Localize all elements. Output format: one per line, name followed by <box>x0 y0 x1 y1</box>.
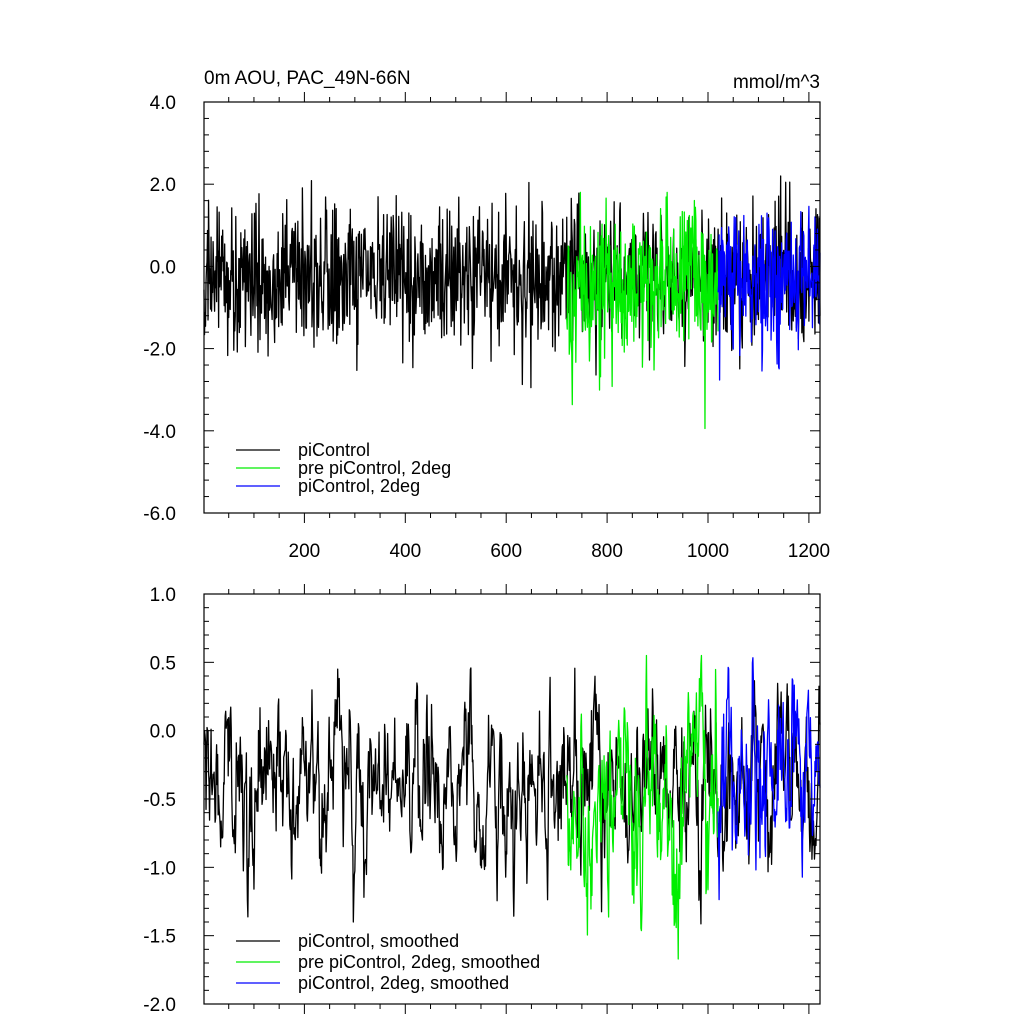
top-panel-units: mmol/m^3 <box>733 72 820 93</box>
legend-label: piControl, 2deg, smoothed <box>298 973 509 993</box>
y-tick-label: -6.0 <box>143 504 176 525</box>
x-tick-label: 800 <box>591 541 623 562</box>
bottom-tick-layer: -2.0 -1.5 -1.0 -0.5 0.0 0.5 1.0 <box>143 584 820 1016</box>
top-panel: 0m AOU, PAC_49N-66N mmol/m^3 -6.0 -4.0 -2.… <box>143 68 830 562</box>
top-plot-frame <box>203 101 821 514</box>
series-line-pre-picontrol-2deg <box>566 191 719 430</box>
series-line-picontrol-2deg-smoothed <box>717 657 821 901</box>
y-tick-label: -2.0 <box>143 995 176 1016</box>
legend-label: piControl <box>298 440 370 460</box>
y-tick-label: 2.0 <box>150 175 176 196</box>
bottom-series-layer <box>203 654 821 960</box>
top-tick-layer: -6.0 -4.0 -2.0 0.0 2.0 4.0 200 400 600 800 1000 120… <box>143 92 830 562</box>
legend-label: piControl, 2deg <box>298 476 420 496</box>
y-tick-label: -1.0 <box>143 858 176 879</box>
legend-label: piControl, smoothed <box>298 931 459 951</box>
x-tick-label: 600 <box>490 541 522 562</box>
y-tick-label: -1.5 <box>143 927 176 948</box>
x-tick-label: 400 <box>389 541 421 562</box>
y-tick-label: 0.0 <box>150 257 176 278</box>
bottom-panel: -2.0 -1.5 -1.0 -0.5 0.0 0.5 1.0 piControl, smo… <box>143 584 821 1016</box>
series-line-pre-picontrol-2deg-smoothed <box>566 654 719 960</box>
y-tick-label: -0.5 <box>143 790 176 811</box>
y-tick-label: -4.0 <box>143 422 176 443</box>
x-tick-label: 1200 <box>788 541 830 562</box>
y-tick-label: 4.0 <box>150 93 176 114</box>
top-panel-title: 0m AOU, PAC_49N-66N <box>204 68 411 89</box>
legend-label: pre piControl, 2deg <box>298 458 451 478</box>
legend-label: pre piControl, 2deg, smoothed <box>298 952 540 972</box>
y-tick-label: 1.0 <box>150 585 176 606</box>
y-tick-label: 0.5 <box>150 653 176 674</box>
series-line-picontrol-2deg <box>717 205 821 381</box>
x-tick-label: 1000 <box>687 541 729 562</box>
y-tick-label: 0.0 <box>150 722 176 743</box>
y-tick-label: -2.0 <box>143 340 176 361</box>
series-line-picontrol-smoothed <box>203 667 821 925</box>
x-tick-label: 200 <box>289 541 321 562</box>
top-series-layer <box>203 175 821 430</box>
